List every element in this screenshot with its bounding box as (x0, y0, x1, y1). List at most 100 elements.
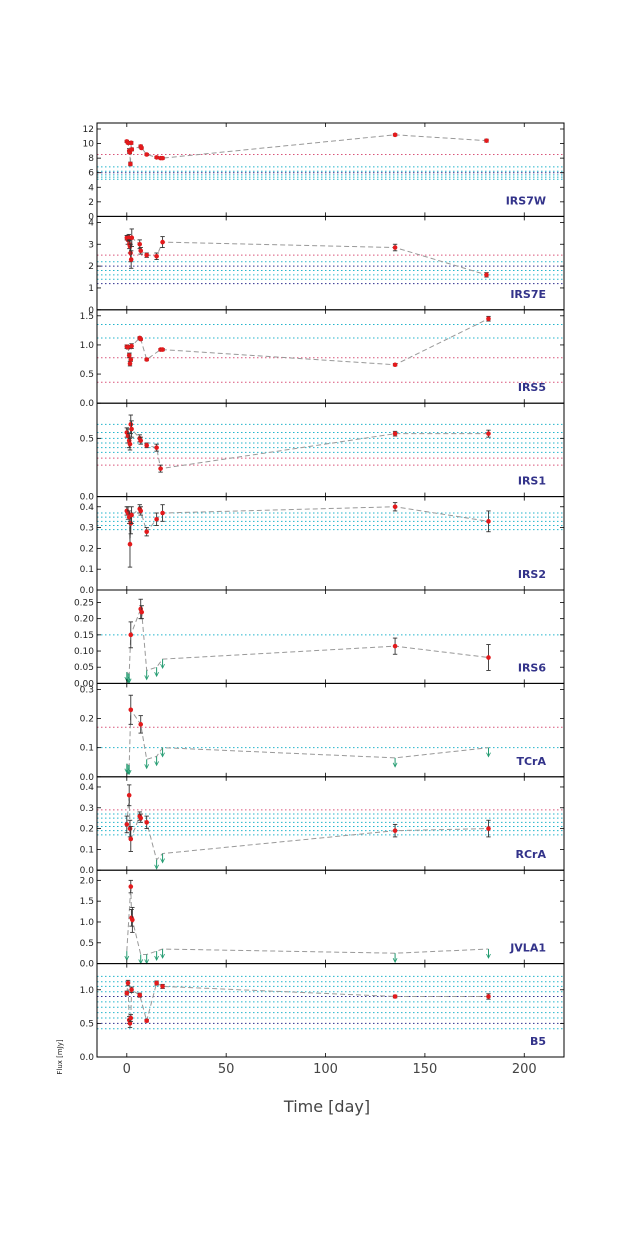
y-tick-label: 0.2 (80, 544, 94, 554)
y-tick-label: 0.3 (80, 804, 94, 814)
y-tick-label: 10 (83, 140, 95, 150)
data-point (160, 239, 165, 245)
y-tick-label: 2.0 (80, 876, 95, 886)
x-axis: 0 50 100 150 200 (123, 1062, 537, 1077)
data-point (144, 443, 149, 448)
y-tick-label: 4 (88, 183, 94, 193)
panel-jvla1: 0.0 0.5 1.0 1.5 2.0 JVLA1 (80, 869, 565, 970)
upper-limit-arrow (126, 678, 132, 684)
data-point (138, 438, 144, 443)
data-point (125, 980, 131, 986)
y-tick-label: 3 (88, 240, 94, 250)
data-point (144, 357, 149, 362)
data-point (128, 632, 134, 638)
x-tick-label: 50 (218, 1062, 235, 1077)
upper-limit-arrow (154, 955, 159, 962)
panel-irs7w: 0 2 4 6 8 10 12 IRS7W (83, 122, 565, 222)
data-point (137, 241, 143, 247)
data-point (128, 836, 134, 842)
y-tick-label: 12 (83, 125, 94, 135)
panel-label: IRS6 (518, 661, 546, 674)
data-point (160, 510, 165, 516)
data-point (138, 722, 144, 727)
upper-limit-arrow (392, 762, 398, 768)
y-tick-label: 0.3 (80, 685, 94, 695)
y-tick-label: 0.20 (74, 615, 94, 625)
y-tick-label: 0.5 (80, 434, 94, 444)
data-point (138, 248, 144, 254)
data-point (128, 161, 133, 167)
connector-line (126, 982, 489, 1024)
panel-frame (96, 215, 565, 311)
data-point (484, 272, 489, 278)
data-point (139, 145, 144, 151)
y-tick-label: 0.0 (80, 866, 95, 876)
data-point (124, 822, 130, 827)
upper-limit-arrow (160, 752, 165, 758)
data-point (128, 140, 134, 146)
x-tick-label: 0 (123, 1062, 131, 1077)
panel-b5: 0.0 0.5 1.0 B5 (80, 963, 565, 1063)
y-tick-label: 0.0 (80, 493, 95, 503)
data-point (392, 828, 398, 833)
data-point (126, 792, 132, 798)
panel-label: IRS7W (506, 194, 546, 207)
y-tick-label: 0.0 (80, 399, 95, 409)
y-tick-label: 1.0 (80, 341, 95, 351)
upper-limit-arrow (160, 858, 165, 864)
y-tick-label: 0.5 (80, 939, 94, 949)
connector-line (126, 795, 489, 861)
data-point (139, 609, 145, 615)
data-point (129, 426, 134, 432)
data-point (486, 826, 491, 831)
data-point (138, 336, 144, 342)
y-tick-label: 0.25 (74, 598, 94, 608)
data-point (154, 516, 159, 522)
y-tick-label: 0.0 (80, 960, 95, 970)
upper-limit-arrow (154, 672, 159, 678)
data-point (486, 655, 491, 660)
y-tick-label: 0.5 (80, 1019, 94, 1029)
y-tick-label: 0.0 (80, 773, 95, 783)
data-point (154, 155, 159, 160)
panel-label: IRS5 (518, 381, 546, 394)
data-point (160, 155, 165, 161)
upper-limit-arrow (154, 761, 159, 767)
y-tick-label: 1.0 (80, 986, 95, 996)
data-point (392, 132, 398, 138)
upper-limit-arrow (392, 958, 398, 964)
y-tick-label: 0.0 (80, 586, 95, 596)
y-tick-label: 0.4 (80, 783, 95, 793)
data-point (127, 361, 133, 366)
panel-irs7e: 0 1 2 3 4 IRS7E (88, 215, 565, 316)
x-tick-label: 150 (412, 1062, 437, 1077)
connector-line (126, 708, 489, 766)
upper-limit-arrow (144, 675, 150, 681)
data-point (486, 431, 491, 436)
data-point (129, 987, 134, 993)
data-point (392, 362, 398, 368)
y-tick-label: 0 (88, 306, 94, 316)
y-tick-label: 0.1 (80, 744, 94, 754)
x-axis-title: Time [day] (283, 1097, 370, 1116)
panel-tcra: 0.0 0.1 0.2 0.3 TCrA (80, 682, 565, 783)
data-point (144, 152, 149, 157)
y-tick-label: 8 (88, 154, 94, 164)
data-point (126, 353, 132, 358)
y-tick-label: 4 (88, 218, 94, 228)
data-point (392, 994, 398, 999)
data-point (125, 344, 131, 350)
y-tick-label: 0.3 (80, 524, 94, 534)
data-point (128, 257, 134, 262)
panel-label: IRS1 (518, 475, 546, 488)
x-tick-label: 200 (512, 1062, 537, 1077)
panel-label: JVLA1 (509, 942, 546, 955)
data-point (154, 445, 159, 450)
y-tick-label: 0.10 (74, 647, 94, 657)
data-point (154, 253, 159, 259)
panels-group: 024681012IRS7W01234IRS7E0.00.51.01.5IRS5… (74, 122, 565, 1063)
upper-limit-arrow (160, 953, 165, 959)
y-tick-label: 1 (88, 284, 94, 294)
upper-limit-arrow (486, 953, 491, 959)
